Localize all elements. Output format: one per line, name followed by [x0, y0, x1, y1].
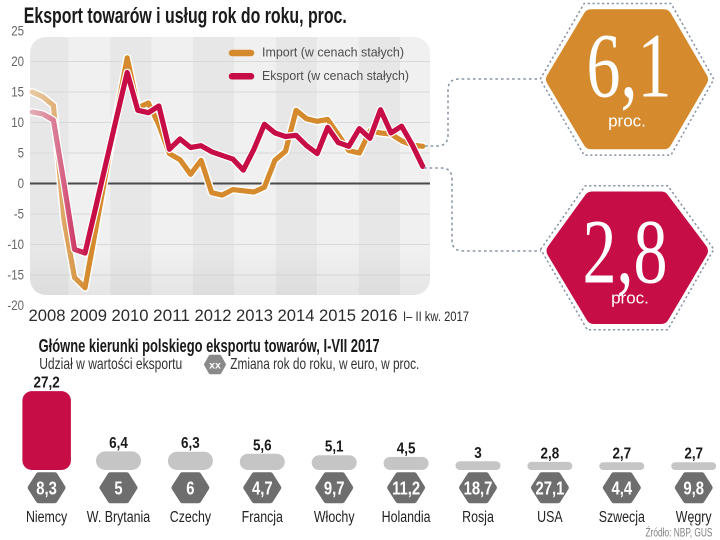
svg-text:I– II kw. 2017: I– II kw. 2017	[403, 308, 469, 324]
svg-text:Szwecja: Szwecja	[599, 509, 646, 526]
svg-text:Włochy: Włochy	[314, 509, 355, 526]
svg-text:Eksport towarów i usług rok do: Eksport towarów i usług rok do roku, pro…	[24, 3, 347, 28]
svg-text:USA: USA	[537, 509, 563, 526]
svg-text:2,7: 2,7	[684, 446, 703, 463]
svg-text:W. Brytania: W. Brytania	[87, 509, 151, 526]
svg-text:proc.: proc.	[608, 112, 646, 131]
svg-text:Import (w cenach stałych): Import (w cenach stałych)	[262, 46, 404, 60]
svg-text:9,7: 9,7	[324, 477, 345, 498]
svg-text:5: 5	[114, 477, 122, 498]
svg-text:3: 3	[474, 445, 482, 462]
svg-text:8,3: 8,3	[36, 477, 57, 498]
svg-text:6: 6	[186, 477, 194, 498]
svg-text:15: 15	[11, 85, 24, 100]
svg-text:0: 0	[18, 176, 24, 191]
svg-text:5: 5	[18, 146, 24, 161]
svg-text:Węgry: Węgry	[676, 509, 712, 526]
svg-text:6,1: 6,1	[587, 15, 672, 117]
svg-text:2008: 2008	[29, 306, 66, 325]
svg-text:5,1: 5,1	[325, 439, 344, 456]
svg-text:2016: 2016	[361, 306, 398, 325]
svg-text:proc.: proc.	[611, 289, 649, 308]
svg-text:2011: 2011	[153, 306, 190, 325]
svg-text:Czechy: Czechy	[170, 509, 211, 526]
svg-text:20: 20	[11, 54, 24, 69]
svg-text:-15: -15	[7, 268, 24, 283]
svg-text:2,8: 2,8	[583, 201, 668, 303]
svg-text:2,8: 2,8	[541, 445, 560, 462]
svg-text:Holandia: Holandia	[382, 509, 431, 526]
svg-text:4,7: 4,7	[252, 477, 273, 498]
svg-text:2014: 2014	[278, 306, 315, 325]
svg-text:-20: -20	[7, 298, 24, 313]
svg-text:Francja: Francja	[242, 509, 284, 526]
svg-text:2015: 2015	[319, 306, 356, 325]
svg-text:2013: 2013	[236, 306, 273, 325]
svg-text:-5: -5	[14, 207, 24, 222]
svg-text:9,8: 9,8	[683, 477, 704, 498]
svg-text:4,5: 4,5	[397, 440, 416, 457]
svg-text:xx: xx	[209, 359, 221, 371]
svg-text:6,3: 6,3	[181, 435, 200, 452]
svg-text:-10: -10	[7, 237, 24, 252]
svg-text:10: 10	[11, 115, 24, 130]
svg-text:4,4: 4,4	[612, 477, 633, 498]
svg-text:Źródło: NBP, GUS: Źródło: NBP, GUS	[646, 527, 713, 540]
svg-text:11,2: 11,2	[392, 477, 420, 498]
svg-text:Główne kierunki polskiego eksp: Główne kierunki polskiego eksportu towar…	[39, 335, 380, 356]
svg-text:27,1: 27,1	[536, 477, 565, 498]
svg-text:18,7: 18,7	[464, 477, 493, 498]
svg-text:25: 25	[11, 24, 24, 39]
svg-text:Zmiana rok do roku, w euro, w: Zmiana rok do roku, w euro, w proc.	[230, 356, 419, 373]
svg-text:2,7: 2,7	[612, 446, 631, 463]
svg-text:27,2: 27,2	[33, 375, 59, 392]
svg-text:6,4: 6,4	[109, 435, 128, 452]
svg-text:Rosja: Rosja	[462, 509, 494, 526]
svg-text:Niemcy: Niemcy	[26, 509, 67, 526]
svg-text:Eksport (w cenach stałych): Eksport (w cenach stałych)	[262, 69, 409, 83]
svg-text:5,6: 5,6	[253, 437, 272, 454]
svg-text:2010: 2010	[112, 306, 149, 325]
svg-text:2012: 2012	[195, 306, 232, 325]
svg-text:Udział w wartości eksportu: Udział w wartości eksportu	[39, 356, 182, 373]
svg-text:2009: 2009	[70, 306, 107, 325]
